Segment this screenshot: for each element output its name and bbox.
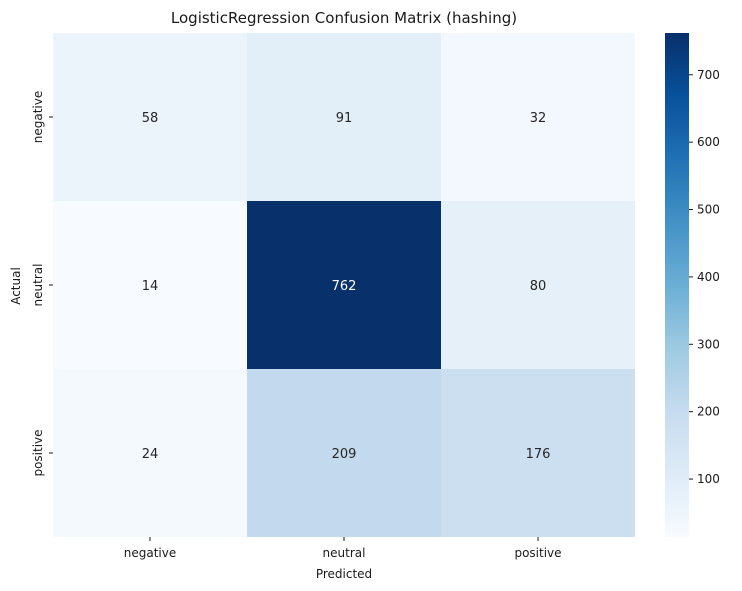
cell-value-label: 14 <box>142 279 159 294</box>
x-axis-ticks: negative neutral positive <box>124 537 562 560</box>
colorbar <box>665 33 689 537</box>
colorbar-tick-label: 500 <box>697 203 720 217</box>
y-axis-label: Actual <box>9 267 23 305</box>
cell-value-label: 24 <box>142 447 159 462</box>
cell-value-label: 91 <box>336 111 353 126</box>
y-tick-label: neutral <box>31 264 45 307</box>
x-tick-label: neutral <box>323 546 366 560</box>
heatmap-cell <box>53 33 247 201</box>
cell-value-label: 58 <box>142 111 159 126</box>
y-tick-label: negative <box>31 91 45 143</box>
colorbar-tick-label: 400 <box>697 270 720 284</box>
colorbar-tick-label: 300 <box>697 337 720 351</box>
y-tick-label: positive <box>31 429 45 476</box>
chart-title: LogisticRegression Confusion Matrix (has… <box>171 9 517 27</box>
cell-value-label: 32 <box>530 111 547 126</box>
heatmap-cell <box>441 369 635 537</box>
heatmap-cell <box>441 201 635 369</box>
heatmap-cell <box>441 33 635 201</box>
heatmap-cell <box>247 201 441 369</box>
heatmap-cell <box>53 369 247 537</box>
heatmap-cell <box>53 201 247 369</box>
colorbar-tick-label: 700 <box>697 68 720 82</box>
heatmap-cell <box>247 33 441 201</box>
cell-value-label: 80 <box>530 279 547 294</box>
cell-value-label: 209 <box>332 447 357 462</box>
y-axis-ticks: negative neutral positive <box>31 91 53 477</box>
colorbar-tick-label: 600 <box>697 135 720 149</box>
x-tick-label: negative <box>124 546 176 560</box>
cell-value-label: 176 <box>526 447 551 462</box>
cell-value-label: 762 <box>332 279 357 294</box>
heatmap-cell <box>247 369 441 537</box>
x-axis-label: Predicted <box>316 567 372 581</box>
colorbar-tick-label: 200 <box>697 405 720 419</box>
x-tick-label: positive <box>514 546 561 560</box>
colorbar-tick-label: 100 <box>697 472 720 486</box>
heatmap-cells: 58 91 32 14 762 80 24 209 176 <box>53 33 635 537</box>
colorbar-ticks: 100 200 300 400 500 600 700 <box>689 68 720 486</box>
